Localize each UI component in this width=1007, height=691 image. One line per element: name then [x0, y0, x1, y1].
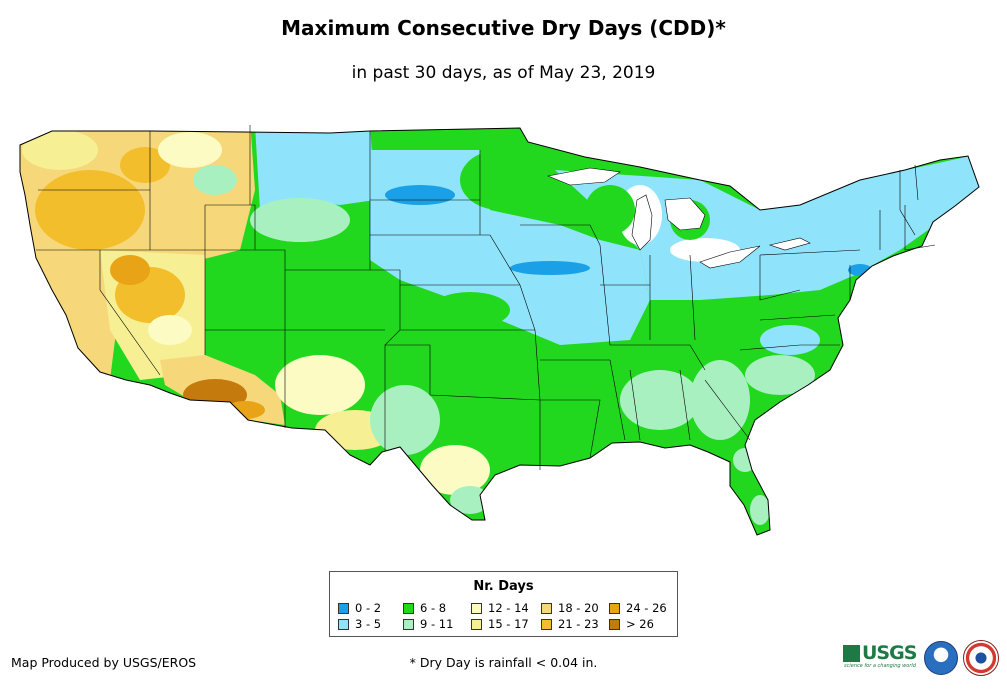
legend-item-21-23: 21 - 23: [541, 618, 599, 631]
usgs-wave-icon: [843, 645, 860, 662]
legend-swatch: [609, 619, 620, 630]
dry-day-footnote: * Dry Day is rainfall < 0.04 in.: [409, 655, 598, 670]
map-subtitle: in past 30 days, as of May 23, 2019: [351, 63, 656, 83]
us-outline: [19, 127, 980, 536]
legend-swatch: [403, 619, 414, 630]
legend-swatch: [541, 619, 552, 630]
legend-title: Nr. Days: [473, 579, 534, 594]
legend-item-18-20: 18 - 20: [541, 602, 599, 615]
legend-item-9-11: 9 - 11: [403, 618, 453, 631]
legend-item-over-26: > 26: [609, 618, 654, 631]
legend-item-15-17: 15 - 17: [471, 618, 529, 631]
legend-item-24-26: 24 - 26: [609, 602, 667, 615]
legend-swatch: [471, 603, 482, 614]
usgs-logo: USGS science for a changing world: [843, 642, 917, 669]
legend-swatch: [541, 603, 552, 614]
noaa-logo: [924, 641, 958, 675]
legend-item-3-5: 3 - 5: [338, 618, 381, 631]
legend-swatch: [338, 619, 349, 630]
legend-item-6-8: 6 - 8: [403, 602, 446, 615]
legend-item-0-2: 0 - 2: [338, 602, 381, 615]
map-credit: Map Produced by USGS/EROS: [11, 655, 197, 670]
legend-swatch: [403, 603, 414, 614]
legend-item-12-14: 12 - 14: [471, 602, 529, 615]
state-borders: [36, 125, 936, 470]
legend: Nr. Days 0 - 2 3 - 5 6 - 8 9 - 11 12 - 1…: [329, 571, 678, 637]
map-title: Maximum Consecutive Dry Days (CDD)*: [281, 16, 726, 40]
legend-swatch: [609, 603, 620, 614]
nws-logo: [963, 640, 999, 676]
legend-swatch: [471, 619, 482, 630]
legend-swatch: [338, 603, 349, 614]
